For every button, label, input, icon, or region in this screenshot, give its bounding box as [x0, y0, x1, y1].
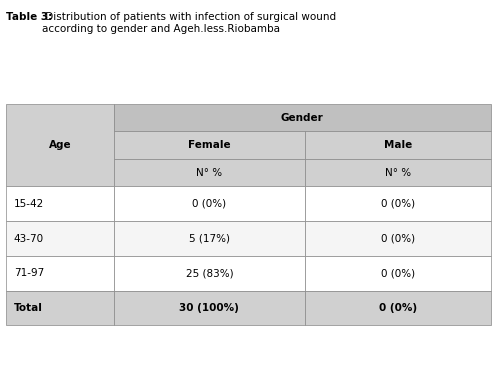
Bar: [114, 159, 304, 186]
Text: Distribution of patients with infection of surgical wound
according to gender an: Distribution of patients with infection …: [42, 13, 336, 34]
Text: 25 (83%): 25 (83%): [185, 268, 233, 278]
Text: 30 (100%): 30 (100%): [179, 303, 239, 313]
Bar: [7, 221, 114, 256]
Bar: [114, 131, 304, 159]
Text: Total: Total: [14, 303, 43, 313]
Bar: [114, 186, 304, 221]
Text: Gender: Gender: [281, 113, 323, 123]
Text: 0 (0%): 0 (0%): [380, 234, 414, 244]
Bar: [304, 159, 490, 186]
Text: 43-70: 43-70: [14, 234, 44, 244]
Bar: [114, 256, 304, 291]
Text: 15-42: 15-42: [14, 199, 44, 209]
Text: 0 (0%): 0 (0%): [380, 199, 414, 209]
Text: Table 3:: Table 3:: [7, 13, 53, 23]
Text: Age: Age: [49, 140, 71, 150]
Bar: [304, 131, 490, 159]
Bar: [114, 291, 304, 325]
Text: N° %: N° %: [384, 168, 410, 177]
Bar: [7, 256, 114, 291]
Bar: [7, 186, 114, 221]
Bar: [7, 291, 114, 325]
Text: Male: Male: [383, 140, 411, 150]
Text: 0 (0%): 0 (0%): [378, 303, 416, 313]
Bar: [114, 221, 304, 256]
Bar: [114, 104, 490, 131]
Text: 0 (0%): 0 (0%): [380, 268, 414, 278]
Bar: [304, 256, 490, 291]
Text: 71-97: 71-97: [14, 268, 44, 278]
Text: N° %: N° %: [196, 168, 222, 177]
Bar: [304, 221, 490, 256]
Bar: [304, 291, 490, 325]
Text: 5 (17%): 5 (17%): [188, 234, 229, 244]
Text: Female: Female: [188, 140, 230, 150]
Text: 0 (0%): 0 (0%): [192, 199, 226, 209]
Bar: [7, 104, 114, 186]
Bar: [304, 186, 490, 221]
